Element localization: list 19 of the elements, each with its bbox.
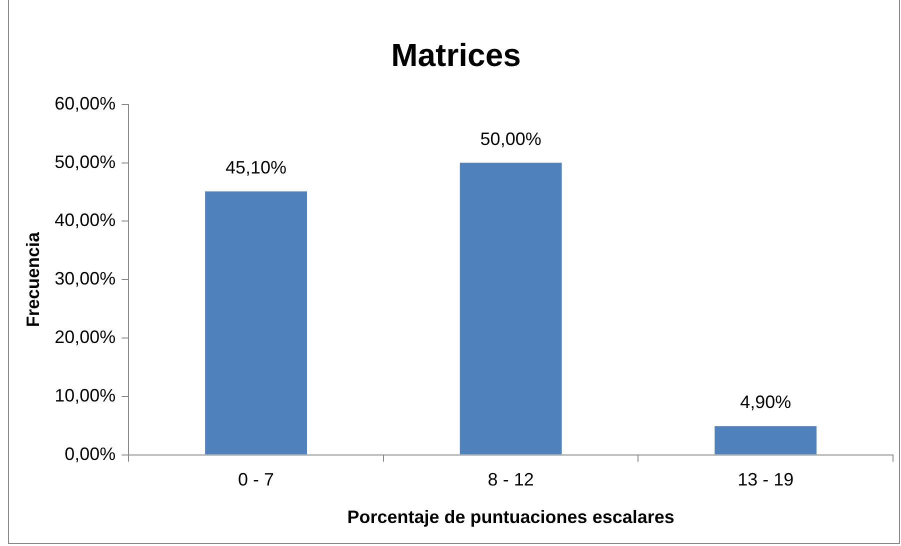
data-label: 4,90% [740, 392, 792, 412]
x-axis-title: Porcentaje de puntuaciones escalares [347, 507, 674, 528]
y-tick-label: 60,00% [54, 93, 116, 114]
data-label: 50,00% [480, 128, 542, 149]
bar [460, 162, 562, 454]
x-tick-label: 8 - 12 [488, 470, 534, 490]
bar [714, 426, 817, 454]
bar [205, 191, 307, 454]
x-tick-label: 13 - 19 [738, 470, 794, 490]
y-tick-label: 50,00% [54, 152, 116, 172]
x-tick-label: 0 - 7 [238, 470, 274, 490]
y-tick-label: 20,00% [54, 326, 116, 347]
chart-title: Matrices [391, 37, 521, 74]
y-tick-label: 0,00% [64, 444, 116, 464]
y-tick-label: 10,00% [54, 385, 116, 406]
data-label: 45,10% [226, 157, 287, 178]
y-axis-title: Frecuencia [22, 231, 43, 328]
y-tick-label: 40,00% [54, 210, 116, 230]
y-tick-label: 30,00% [54, 268, 116, 289]
